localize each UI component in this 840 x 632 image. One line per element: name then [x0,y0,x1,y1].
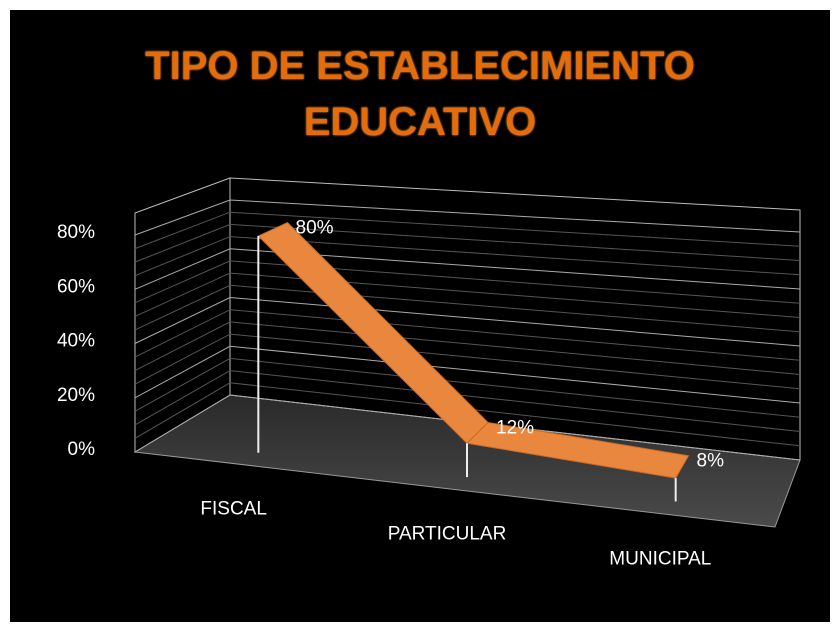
minor-grid-line [134,284,801,333]
minor-grid-line [134,357,801,418]
minor-grid-line [134,223,801,263]
y-tick-label: 20% [57,385,95,406]
x-tick-label: PARTICULAR [388,524,507,545]
y-tick-label: 80% [57,222,95,243]
minor-grid-line [134,321,801,375]
grid-line [134,394,801,461]
minor-grid-line [134,211,801,250]
grid-line [134,345,801,404]
y-tick-label: 40% [57,331,95,352]
grid-line [134,199,801,236]
x-tick-label: FISCAL [200,499,267,520]
y-tick-label: 0% [68,439,96,460]
minor-grid-line [134,236,801,277]
data-label: 12% [496,418,534,439]
minor-grid-line [134,370,801,432]
minor-grid-line [134,309,801,361]
x-tick-label: MUNICIPAL [609,549,711,570]
data-label: 80% [296,218,334,239]
ribbon-segment [465,421,690,479]
data-label: 8% [697,451,725,472]
y-tick-label: 60% [57,276,95,297]
minor-grid-line [134,382,801,447]
chart-title: TIPO DE ESTABLECIMIENTO EDUCATIVO [145,44,695,144]
minor-grid-line [134,272,801,318]
minor-grid-line [134,260,801,304]
grid-line [134,296,801,347]
minor-grid-line [134,333,801,390]
grid-line [134,248,801,290]
